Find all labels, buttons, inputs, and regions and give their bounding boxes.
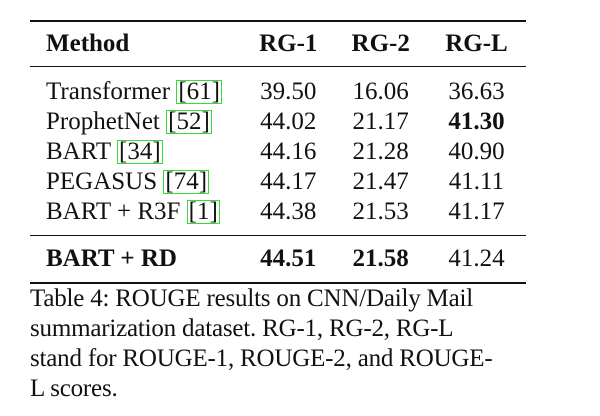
header-rg1: RG-1	[259, 30, 318, 57]
rg1-value: 44.17	[260, 168, 317, 195]
citation-number: 34	[127, 138, 153, 165]
rg1-value: 44.38	[260, 198, 317, 225]
method-cell: PEGASUS [74]	[30, 167, 242, 197]
citation-link[interactable]: [1]	[186, 198, 220, 225]
table-row: ProphetNet [52] 44.02 21.17 41.30	[30, 107, 526, 137]
rg2-value-best: 21.58	[352, 245, 409, 272]
method-cell: BART [34]	[30, 137, 242, 167]
method-name: Transformer	[46, 78, 171, 105]
table-row-proposed: BART + RD 44.51 21.58 41.24	[30, 235, 526, 283]
caption-line: stand for ROUGE-1, ROUGE-2, and ROUGE-	[30, 345, 493, 372]
rgl-value: 40.90	[448, 138, 505, 165]
rg1-value: 44.02	[260, 108, 317, 135]
table-caption: Table 4: ROUGE results on CNN/Daily Mail…	[30, 284, 560, 404]
rg2-value: 16.06	[352, 78, 409, 105]
rg2-value: 21.47	[352, 168, 409, 195]
method-name: PEGASUS	[46, 168, 158, 195]
rg2-value: 21.28	[352, 138, 409, 165]
method-name: BART + R3F	[46, 198, 181, 225]
rg1-value-best: 44.51	[260, 245, 317, 272]
rouge-results-table: Method RG-1 RG-2 RG-L Transformer [61] 3…	[30, 20, 526, 284]
rg1-value: 44.16	[260, 138, 317, 165]
method-name-proposed: BART + RD	[46, 245, 177, 272]
rgl-value: 41.24	[448, 245, 505, 272]
citation-link[interactable]: [61]	[176, 78, 222, 105]
method-cell: ProphetNet [52]	[30, 107, 242, 137]
citation-number: 1	[196, 198, 210, 225]
table-header-row: Method RG-1 RG-2 RG-L	[30, 21, 526, 67]
rg2-value: 21.53	[352, 198, 409, 225]
caption-line: Table 4: ROUGE results on CNN/Daily Mail	[30, 285, 473, 312]
citation-number: 61	[186, 78, 212, 105]
method-cell: Transformer [61]	[30, 67, 242, 108]
caption-line: L scores.	[30, 375, 118, 402]
table-row: BART [34] 44.16 21.28 40.90	[30, 137, 526, 167]
method-name: ProphetNet	[46, 108, 160, 135]
citation-link[interactable]: [74]	[163, 168, 210, 195]
method-cell: BART + R3F [1]	[30, 197, 242, 236]
rgl-value: 36.63	[448, 78, 505, 105]
citation-number: 52	[176, 108, 202, 135]
header-rgl: RG-L	[445, 30, 508, 57]
method-name: BART	[46, 138, 111, 165]
rgl-value-best: 41.30	[448, 108, 505, 135]
rg2-value: 21.17	[352, 108, 409, 135]
citation-link[interactable]: [34]	[116, 138, 163, 165]
table-row: Transformer [61] 39.50 16.06 36.63	[30, 66, 526, 108]
results-table-container: Method RG-1 RG-2 RG-L Transformer [61] 3…	[30, 20, 526, 284]
header-rg2: RG-2	[351, 30, 410, 57]
table-row: BART + R3F [1] 44.38 21.53 41.17	[30, 197, 526, 236]
header-method: Method	[46, 30, 130, 57]
citation-number: 74	[173, 168, 199, 195]
rg1-value: 39.50	[260, 78, 317, 105]
citation-link[interactable]: [52]	[166, 108, 212, 135]
table-row: PEGASUS [74] 44.17 21.47 41.11	[30, 167, 526, 197]
caption-line: summarization dataset. RG-1, RG-2, RG-L	[30, 315, 454, 342]
rgl-value: 41.17	[448, 198, 505, 225]
rgl-value: 41.11	[448, 168, 505, 195]
